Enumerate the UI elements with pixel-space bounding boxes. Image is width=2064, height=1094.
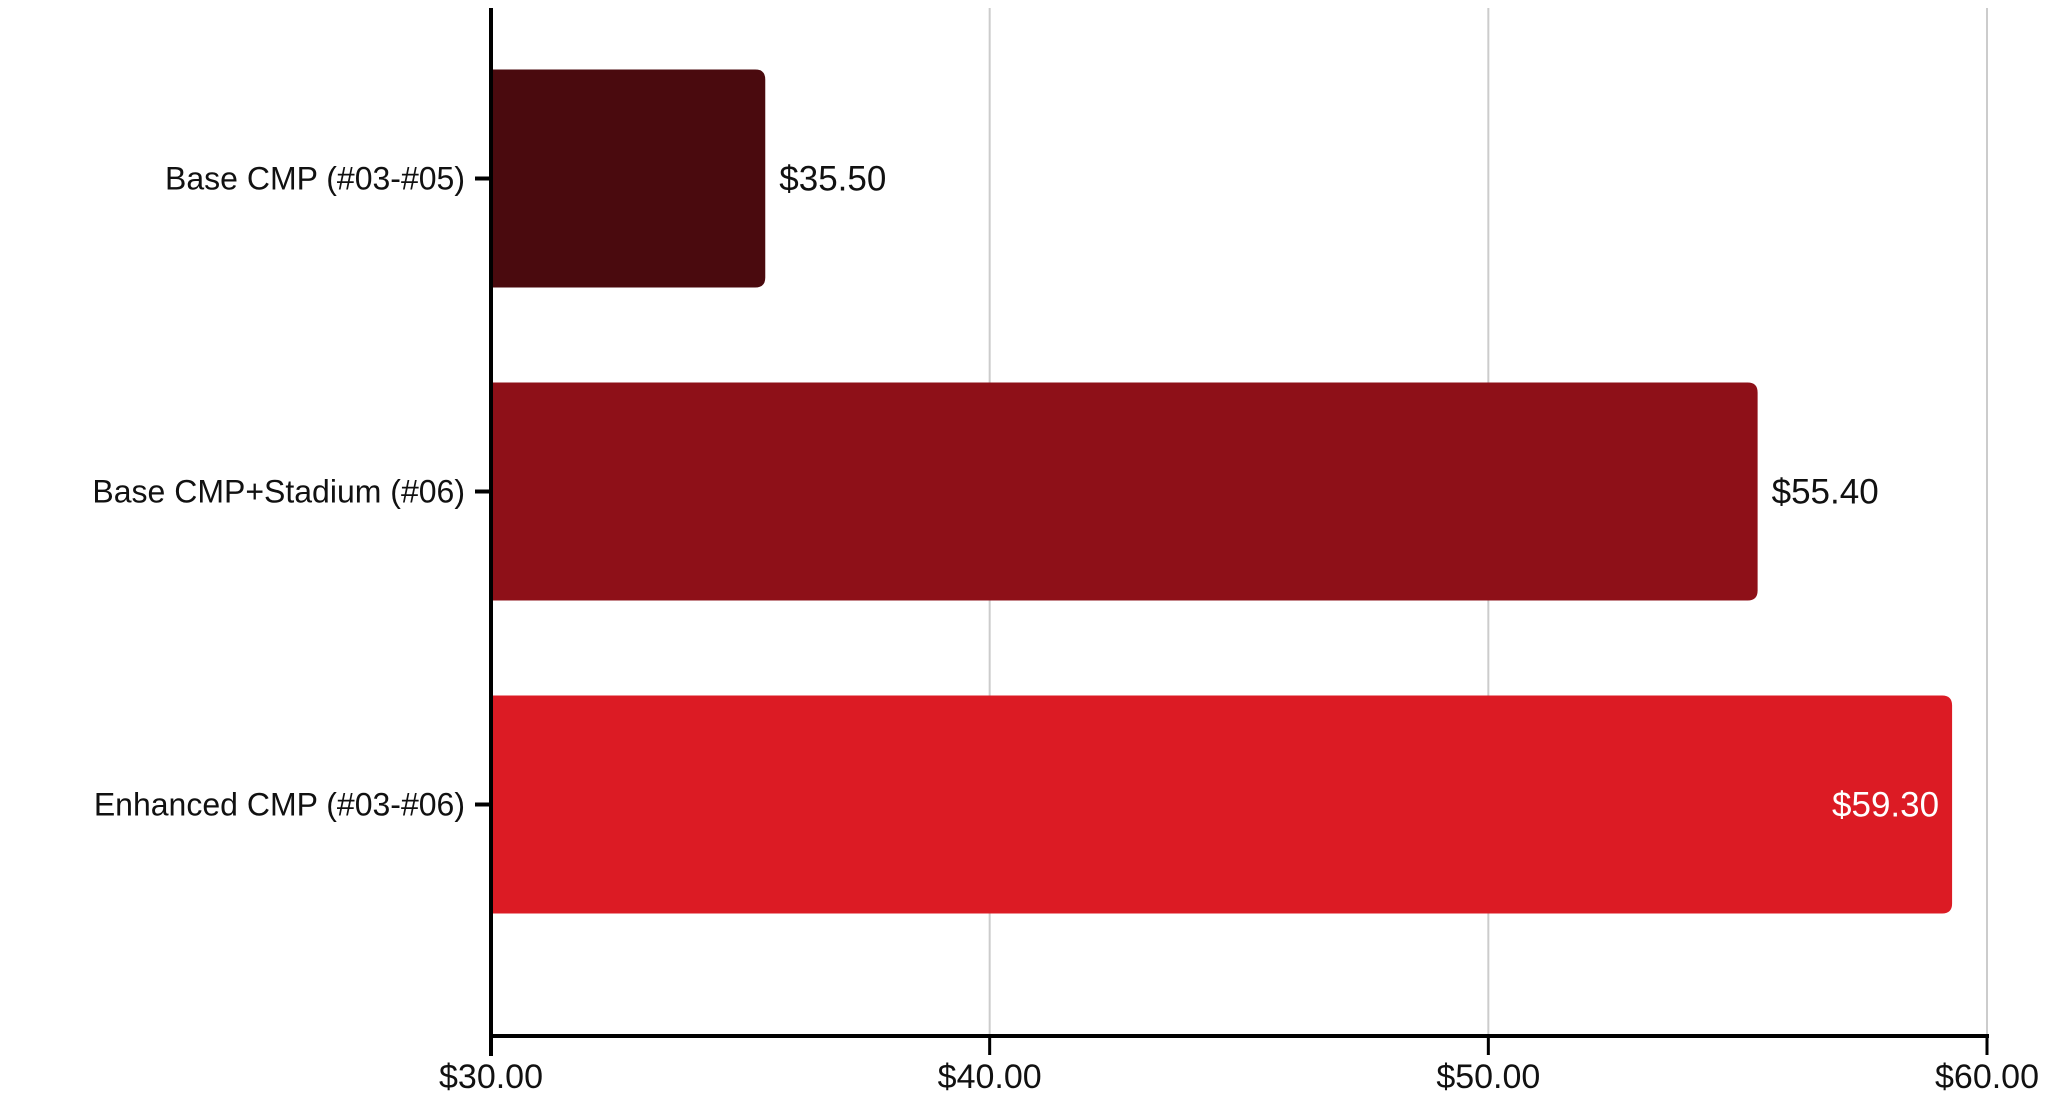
bar — [491, 69, 766, 288]
bar — [491, 382, 1758, 601]
x-tick-label: $30.00 — [439, 1058, 543, 1094]
bar — [491, 695, 1953, 914]
labels: $30.00 $40.00 $50.00 $60.00 Base CMP (#03-#0… — [92, 160, 2039, 1094]
category-label: Base CMP+Stadium (#06) — [92, 474, 465, 510]
bars — [491, 69, 1953, 914]
axes — [475, 8, 1989, 1056]
data-label: $59.30 — [1832, 786, 1939, 825]
x-tick-label: $50.00 — [1436, 1058, 1540, 1094]
category-label: Enhanced CMP (#03-#06) — [94, 787, 465, 823]
x-tick-label: $40.00 — [938, 1058, 1042, 1094]
data-label: $35.50 — [779, 160, 886, 199]
x-tick-label: $60.00 — [1935, 1058, 2039, 1094]
category-label: Base CMP (#03-#05) — [165, 161, 465, 197]
data-label: $55.40 — [1772, 473, 1879, 512]
